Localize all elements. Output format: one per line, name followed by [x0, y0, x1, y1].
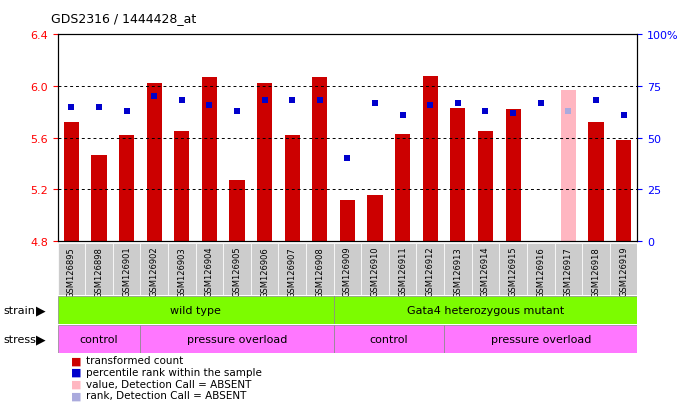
Text: GSM126917: GSM126917 — [564, 246, 573, 297]
Text: GSM126898: GSM126898 — [94, 246, 104, 297]
Bar — [58, 325, 140, 353]
Text: value, Detection Call = ABSENT: value, Detection Call = ABSENT — [86, 379, 252, 389]
Bar — [146, 84, 162, 242]
Bar — [478, 132, 493, 242]
Bar — [140, 244, 168, 295]
Text: transformed count: transformed count — [86, 356, 183, 366]
Text: GSM126895: GSM126895 — [67, 246, 76, 297]
Text: GSM126902: GSM126902 — [150, 246, 159, 297]
Bar — [395, 135, 410, 242]
Text: GSM126909: GSM126909 — [343, 246, 352, 297]
Text: GSM126904: GSM126904 — [205, 246, 214, 297]
Text: ▶: ▶ — [36, 332, 45, 346]
Bar — [561, 90, 576, 242]
Bar — [367, 195, 382, 242]
Bar — [555, 244, 582, 295]
Text: strain: strain — [3, 305, 35, 315]
Text: ■: ■ — [71, 379, 81, 389]
Bar — [340, 200, 355, 242]
Bar — [64, 123, 79, 242]
Bar — [168, 244, 196, 295]
Text: GSM126916: GSM126916 — [536, 246, 545, 297]
Bar — [582, 244, 610, 295]
Bar — [251, 244, 279, 295]
Bar — [85, 244, 113, 295]
Text: GSM126908: GSM126908 — [315, 246, 324, 297]
Bar — [58, 244, 85, 295]
Text: GSM126919: GSM126919 — [619, 246, 628, 297]
Bar — [306, 244, 334, 295]
Bar — [257, 84, 273, 242]
Bar — [589, 123, 603, 242]
Bar — [389, 244, 416, 295]
Text: percentile rank within the sample: percentile rank within the sample — [86, 367, 262, 377]
Bar — [174, 132, 189, 242]
Text: GSM126905: GSM126905 — [233, 246, 241, 297]
Bar — [313, 78, 327, 242]
Text: GSM126913: GSM126913 — [454, 246, 462, 297]
Bar — [472, 244, 499, 295]
Bar — [444, 244, 472, 295]
Text: ▶: ▶ — [36, 304, 45, 317]
Bar — [422, 76, 438, 242]
Bar — [119, 136, 134, 242]
Text: pressure overload: pressure overload — [187, 334, 287, 344]
Text: stress: stress — [3, 334, 36, 344]
Bar — [58, 296, 334, 324]
Bar — [527, 244, 555, 295]
Text: GSM126918: GSM126918 — [591, 246, 601, 297]
Text: GSM126903: GSM126903 — [178, 246, 186, 297]
Bar — [92, 155, 106, 242]
Bar — [196, 244, 223, 295]
Text: wild type: wild type — [170, 305, 221, 315]
Text: GDS2316 / 1444428_at: GDS2316 / 1444428_at — [51, 12, 196, 25]
Text: GSM126912: GSM126912 — [426, 246, 435, 297]
Text: GSM126906: GSM126906 — [260, 246, 269, 297]
Bar — [285, 136, 300, 242]
Bar — [334, 244, 361, 295]
Bar — [279, 244, 306, 295]
Bar — [444, 325, 637, 353]
Text: ■: ■ — [71, 390, 81, 400]
Bar — [361, 244, 389, 295]
Bar — [616, 141, 631, 242]
Text: pressure overload: pressure overload — [490, 334, 591, 344]
Bar — [416, 244, 444, 295]
Text: ■: ■ — [71, 367, 81, 377]
Bar — [140, 325, 334, 353]
Bar — [223, 244, 251, 295]
Bar — [113, 244, 140, 295]
Bar — [229, 181, 245, 242]
Text: Gata4 heterozygous mutant: Gata4 heterozygous mutant — [407, 305, 564, 315]
Bar — [506, 110, 521, 242]
Bar — [334, 325, 444, 353]
Bar — [499, 244, 527, 295]
Text: GSM126907: GSM126907 — [287, 246, 297, 297]
Bar — [610, 244, 637, 295]
Text: control: control — [80, 334, 119, 344]
Text: GSM126911: GSM126911 — [398, 246, 407, 297]
Text: GSM126915: GSM126915 — [508, 246, 517, 297]
Bar — [334, 296, 637, 324]
Text: GSM126910: GSM126910 — [371, 246, 380, 297]
Text: control: control — [370, 334, 408, 344]
Text: GSM126914: GSM126914 — [481, 246, 490, 297]
Text: GSM126901: GSM126901 — [122, 246, 131, 297]
Bar — [450, 109, 466, 242]
Bar — [202, 78, 217, 242]
Text: ■: ■ — [71, 356, 81, 366]
Text: rank, Detection Call = ABSENT: rank, Detection Call = ABSENT — [86, 390, 247, 400]
